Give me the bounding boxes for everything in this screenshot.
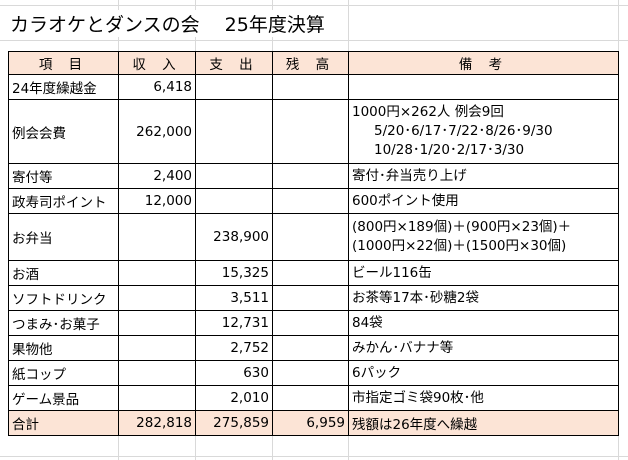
budget-table: 項 目 収 入 支 出 残 高 備 考 24年度繰越金 6,418 例会会費 262,… <box>8 51 619 436</box>
cell-balance[interactable] <box>272 285 349 311</box>
note-line: 10/28･1/20･2/17･3/30 <box>374 142 525 158</box>
cell-expense[interactable] <box>195 188 273 214</box>
cell-notes[interactable]: 市指定ゴミ袋90枚･他 <box>348 385 619 411</box>
cell-notes[interactable]: みかん･バナナ等 <box>348 335 619 361</box>
cell-item[interactable]: 寄付等 <box>8 163 119 189</box>
table-row: お弁当 238,900 (800円×189個)＋(900円×23個)＋ (1000円×… <box>8 213 619 261</box>
cell-item[interactable]: つまみ･お菓子 <box>8 310 119 336</box>
cell-expense[interactable]: 630 <box>195 360 273 386</box>
table-row: 果物他 2,752 みかん･バナナ等 <box>8 335 619 361</box>
cell-expense[interactable]: 2,010 <box>195 385 273 411</box>
cell-item[interactable]: 果物他 <box>8 335 119 361</box>
cell-expense[interactable]: 238,900 <box>195 213 273 261</box>
cell-balance[interactable] <box>272 310 349 336</box>
cell-expense[interactable]: 2,752 <box>195 335 273 361</box>
cell-item[interactable]: 24年度繰越金 <box>8 74 119 100</box>
cell-notes[interactable]: (800円×189個)＋(900円×23個)＋ (1000円×22個)＋(1500… <box>348 213 619 261</box>
cell-income[interactable]: 2,400 <box>118 163 196 189</box>
total-row: 合計 282,818 275,859 6,959 残額は26年度へ繰越 <box>8 410 619 436</box>
cell-income[interactable] <box>118 385 196 411</box>
sheet-title: カラオケとダンスの会 25年度決算 <box>10 10 331 37</box>
cell-item[interactable]: ソフトドリンク <box>8 285 119 311</box>
cell-expense[interactable] <box>195 74 273 100</box>
header-expense[interactable]: 支 出 <box>195 51 273 75</box>
cell-balance[interactable] <box>272 260 349 286</box>
cell-notes[interactable]: ビール116缶 <box>348 260 619 286</box>
total-income[interactable]: 282,818 <box>118 410 196 436</box>
cell-balance[interactable] <box>272 188 349 214</box>
note-line: 1000円×262人 例会9回 <box>352 104 504 120</box>
cell-expense[interactable]: 15,325 <box>195 260 273 286</box>
table-row: 紙コップ 630 6パック <box>8 360 619 386</box>
table-row: お酒 15,325 ビール116缶 <box>8 260 619 286</box>
gridline <box>0 5 628 6</box>
cell-income[interactable]: 12,000 <box>118 188 196 214</box>
cell-expense[interactable] <box>195 99 273 164</box>
cell-expense[interactable]: 3,511 <box>195 285 273 311</box>
note-line: (800円×189個)＋(900円×23個)＋ <box>352 219 572 235</box>
cell-income[interactable] <box>118 213 196 261</box>
table-row: ソフトドリンク 3,511 お茶等17本･砂糖2袋 <box>8 285 619 311</box>
cell-balance[interactable] <box>272 74 349 100</box>
cell-income[interactable]: 6,418 <box>118 74 196 100</box>
cell-item[interactable]: お弁当 <box>8 213 119 261</box>
note-line: (1000円×22個)＋(1500円×30個) <box>352 238 567 254</box>
header-row: 項 目 収 入 支 出 残 高 備 考 <box>8 51 619 75</box>
total-balance[interactable]: 6,959 <box>272 410 349 436</box>
total-item[interactable]: 合計 <box>8 410 119 436</box>
gridline <box>0 40 628 41</box>
total-expense[interactable]: 275,859 <box>195 410 273 436</box>
header-notes[interactable]: 備 考 <box>348 51 619 75</box>
cell-notes[interactable]: 6パック <box>348 360 619 386</box>
cell-notes[interactable]: 600ポイント使用 <box>348 188 619 214</box>
header-balance[interactable]: 残 高 <box>272 51 349 75</box>
note-line: 5/20･6/17･7/22･8/26･9/30 <box>374 123 553 139</box>
cell-notes[interactable]: 寄付･弁当売り上げ <box>348 163 619 189</box>
cell-expense[interactable] <box>195 163 273 189</box>
cell-item[interactable]: 紙コップ <box>8 360 119 386</box>
table-row: 例会会費 262,000 1000円×262人 例会9回 5/20･6/17･7/22… <box>8 99 619 164</box>
cell-notes[interactable]: お茶等17本･砂糖2袋 <box>348 285 619 311</box>
note-line: お茶等17本･砂糖2袋 <box>352 289 480 306</box>
cell-balance[interactable] <box>272 213 349 261</box>
note-line: 84袋 <box>352 314 383 331</box>
table-row: ゲーム景品 2,010 市指定ゴミ袋90枚･他 <box>8 385 619 411</box>
note-line: みかん･バナナ等 <box>352 339 454 356</box>
cell-income[interactable] <box>118 360 196 386</box>
cell-notes[interactable]: 1000円×262人 例会9回 5/20･6/17･7/22･8/26･9/30 1… <box>348 99 619 164</box>
cell-income[interactable] <box>118 310 196 336</box>
cell-item[interactable]: 例会会費 <box>8 99 119 164</box>
note-line: 600ポイント使用 <box>352 192 459 209</box>
table-row: 寄付等 2,400 寄付･弁当売り上げ <box>8 163 619 189</box>
table-row: つまみ･お菓子 12,731 84袋 <box>8 310 619 336</box>
table-row: 24年度繰越金 6,418 <box>8 74 619 100</box>
cell-item[interactable]: 政寿司ポイント <box>8 188 119 214</box>
cell-balance[interactable] <box>272 360 349 386</box>
cell-income[interactable] <box>118 285 196 311</box>
table-row: 政寿司ポイント 12,000 600ポイント使用 <box>8 188 619 214</box>
note-line: 市指定ゴミ袋90枚･他 <box>352 389 484 406</box>
cell-balance[interactable] <box>272 385 349 411</box>
header-item[interactable]: 項 目 <box>8 51 119 75</box>
cell-notes[interactable] <box>348 74 619 100</box>
gridline <box>0 456 628 457</box>
cell-balance[interactable] <box>272 335 349 361</box>
cell-balance[interactable] <box>272 99 349 164</box>
total-notes[interactable]: 残額は26年度へ繰越 <box>348 410 619 436</box>
cell-item[interactable]: ゲーム景品 <box>8 385 119 411</box>
cell-income[interactable] <box>118 335 196 361</box>
cell-income[interactable] <box>118 260 196 286</box>
cell-expense[interactable]: 12,731 <box>195 310 273 336</box>
cell-income[interactable]: 262,000 <box>118 99 196 164</box>
cell-notes[interactable]: 84袋 <box>348 310 619 336</box>
note-line: ビール116缶 <box>352 264 432 281</box>
header-income[interactable]: 収 入 <box>118 51 196 75</box>
cell-item[interactable]: お酒 <box>8 260 119 286</box>
cell-balance[interactable] <box>272 163 349 189</box>
note-line: 寄付･弁当売り上げ <box>352 167 467 184</box>
note-line: 6パック <box>352 364 402 381</box>
